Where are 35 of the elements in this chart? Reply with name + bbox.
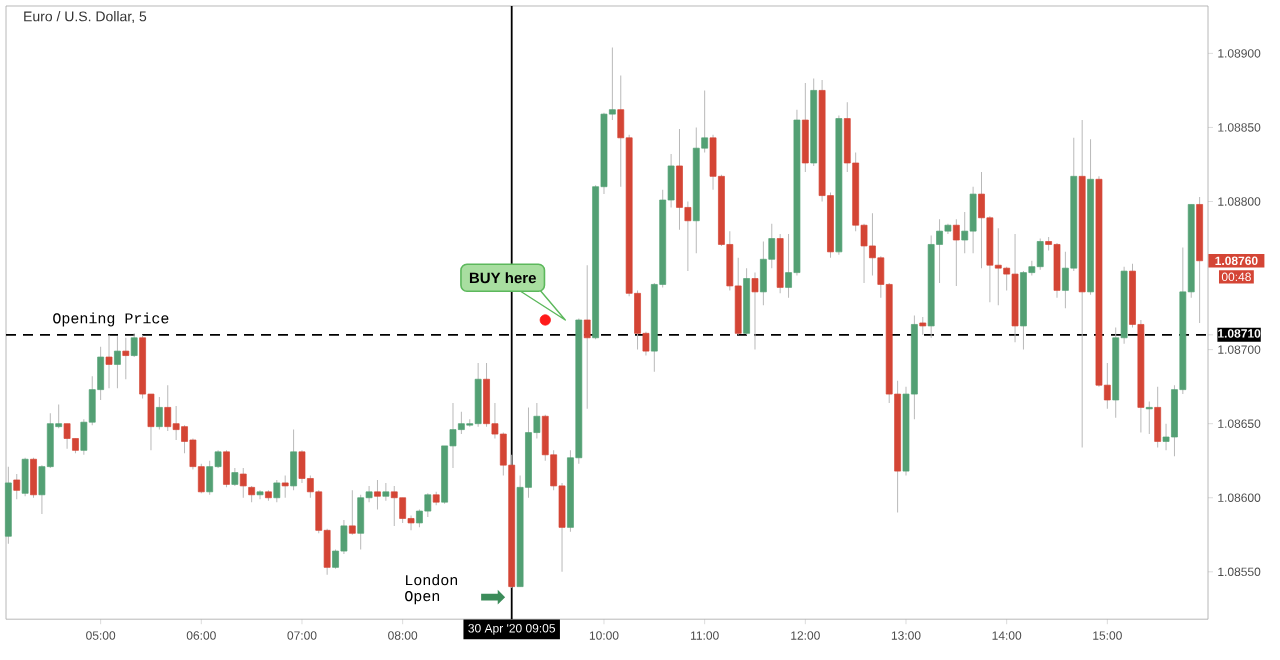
candlestick: [474, 362, 482, 428]
candlestick: [172, 405, 180, 441]
candlestick: [424, 492, 432, 518]
candlestick: [281, 475, 289, 499]
candlestick: [1036, 238, 1044, 271]
candlestick: [399, 497, 407, 524]
candlestick: [13, 473, 21, 500]
candlestick: [105, 334, 113, 389]
candlestick: [21, 457, 29, 497]
candlestick: [223, 449, 230, 488]
candlestick: [155, 396, 163, 431]
candlestick: [114, 335, 121, 389]
candlestick: [164, 384, 172, 432]
candlestick: [63, 423, 71, 450]
candlestick: [801, 82, 809, 173]
candlestick: [374, 479, 381, 511]
candlestick: [298, 449, 306, 484]
candlestick: [122, 337, 130, 380]
candlestick: [583, 264, 591, 410]
candlestick: [382, 482, 390, 502]
candlestick: [751, 272, 759, 351]
candlestick: [390, 485, 398, 527]
candlestick: [1053, 242, 1061, 299]
candlestick: [290, 429, 297, 491]
candlestick: [348, 489, 356, 536]
candlestick: [952, 218, 960, 287]
candlestick: [1145, 400, 1153, 435]
candlestick: [30, 457, 37, 499]
candlestick: [357, 494, 365, 551]
candlestick: [273, 479, 281, 503]
candlestick: [1154, 386, 1162, 448]
candlestick: [239, 467, 247, 499]
candlestick: [130, 332, 138, 358]
candlestick: [760, 240, 767, 306]
candlestick: [969, 186, 977, 254]
